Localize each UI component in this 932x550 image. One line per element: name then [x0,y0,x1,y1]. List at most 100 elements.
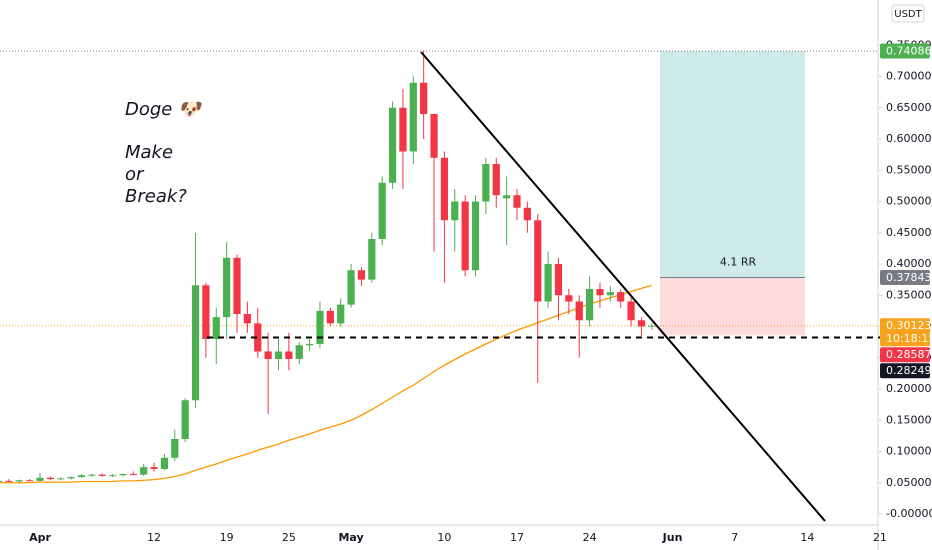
candle-body [451,201,459,221]
candle-body [378,182,386,239]
currency: USDT [894,9,922,20]
y-tick-label: 0.65000 [886,101,932,114]
candle-body [648,325,656,327]
x-tick-label: 19 [220,531,234,544]
candle-body [596,289,604,296]
y-tick-label: 0.15000 [886,413,932,426]
candle-body [160,457,169,469]
candle-body [233,257,241,314]
candle-body [316,310,324,344]
price-tag-label: 0.74086 [886,44,932,57]
candle-body [0,480,3,482]
candle-body [223,257,231,318]
y-tick-label: 0.40000 [886,257,932,270]
x-tick-label: 25 [282,531,296,544]
price-tag-label: 0.28249 [886,364,932,377]
target-zone [660,50,805,278]
candle-body [617,292,625,302]
candle-body [285,351,293,359]
candle-body [627,301,635,321]
x-tick-label: 12 [147,531,161,544]
candle-body [575,301,583,321]
y-tick-label: 0.60000 [886,132,932,145]
trend-line [420,51,826,522]
x-tick-label: Apr [29,531,51,544]
price-tag [880,363,930,379]
candle-body [326,310,334,324]
candle-body [67,477,75,479]
candle-body [606,292,614,296]
candle-body [471,201,480,271]
candle-body [171,439,179,458]
candle-body [150,467,158,469]
candle-body [264,351,272,359]
candle-body [57,478,65,480]
candle-body [554,264,563,296]
candle-body [36,477,44,481]
price-tag [880,318,930,347]
candle-body [108,475,117,477]
candle-body [181,400,189,439]
annotation: Doge [125,99,172,120]
candle-body [140,467,148,475]
candle-body [46,477,54,479]
y-tick-label: 0.50000 [886,195,932,208]
x-tick-label: May [338,531,363,544]
candle-body [295,345,303,359]
candle-body [243,314,251,324]
price-tag [880,269,930,285]
annotation: Break? [125,186,187,207]
candle-body [77,475,86,478]
candle-body [129,474,137,475]
countdown: 10:18:15 [886,332,932,345]
moving-average [0,284,652,484]
candle-body [430,114,438,158]
x-tick-label: 10 [437,531,451,544]
annotation: or [125,164,145,185]
candle-body [534,220,542,302]
candle-body [15,480,23,482]
y-tick-label: 0.20000 [886,382,932,395]
candle-body [420,82,428,114]
candle-body [544,264,552,302]
candle-body [191,285,200,401]
x-tick-label: 21 [873,531,887,544]
candle-body [337,304,345,324]
candle-body [513,195,521,208]
candle-body [440,157,449,221]
candle-body [368,239,376,280]
candle-body [492,164,500,196]
x-tick-label: 17 [510,531,524,544]
candle-body [254,323,262,352]
price-tag [880,43,930,59]
price-tag-label: 0.37843 [886,271,932,284]
candle-body [88,474,96,476]
candle-body [26,480,34,482]
candle-body [565,295,573,302]
candle-body [637,320,646,327]
y-tick-label: 0.70000 [886,70,932,83]
x-tick-label: Jun [662,531,683,544]
candle-body [482,164,490,202]
currency-box [891,4,925,23]
candle-body [585,289,594,321]
y-tick-label: 0.55000 [886,163,932,176]
y-tick-label: -0.00000 [886,507,932,520]
price-tag-label: 0.28587 [886,348,932,361]
annotation: 🐶 [178,99,203,120]
candle-body [399,107,407,152]
position-label: 4.1 RR [720,255,757,268]
candle-body [409,82,417,152]
y-tick-label: 0.05000 [886,476,932,489]
candle-body [523,207,531,221]
annotation: Make [125,142,173,163]
price-tag-label: 0.30123 [886,319,932,332]
y-tick-label: 0.45000 [886,226,932,239]
stop-zone [660,277,805,336]
candle-body [5,480,13,482]
candle-body [503,195,511,199]
candle-body [119,474,127,476]
y-tick-label: 0.10000 [886,445,932,458]
